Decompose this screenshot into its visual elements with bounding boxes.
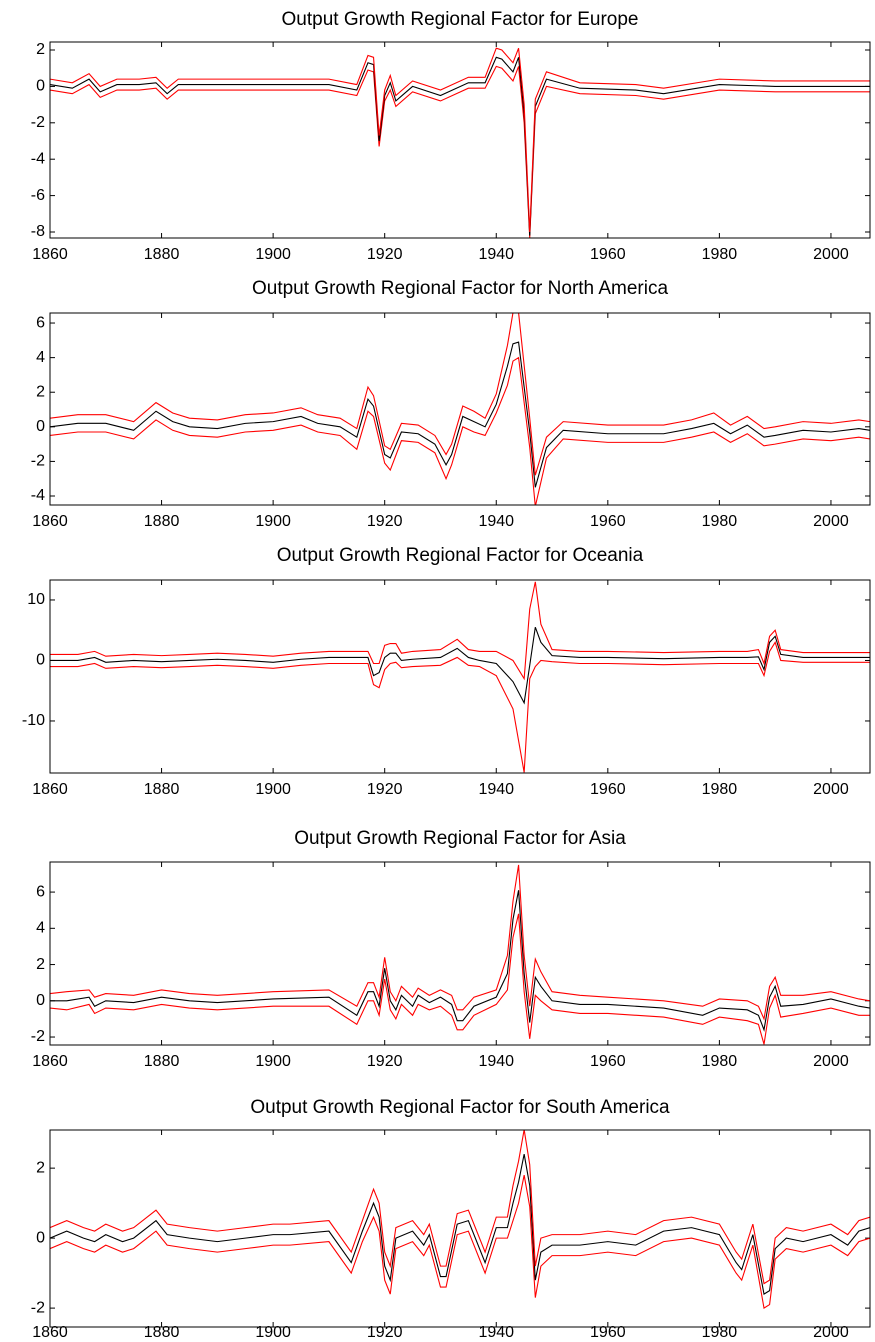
plot-frame xyxy=(49,41,871,239)
series-line xyxy=(50,864,870,1021)
x-tick-label: 1880 xyxy=(144,1053,180,1070)
x-tick-label: 1880 xyxy=(144,246,180,263)
series-line xyxy=(50,626,870,705)
series-line xyxy=(50,341,870,488)
x-tick-label: 1860 xyxy=(32,781,68,798)
series-line xyxy=(50,640,870,773)
series-line xyxy=(50,890,870,1032)
x-tick-label: 1880 xyxy=(144,1324,180,1341)
x-tick-label: 1900 xyxy=(255,781,291,798)
x-tick-label: 2000 xyxy=(813,513,849,530)
series-line xyxy=(50,1130,870,1285)
y-tick-label: -2 xyxy=(31,1028,45,1045)
y-tick-label: 0 xyxy=(36,78,45,95)
x-tick-label: 1960 xyxy=(590,781,626,798)
y-tick-label: 2 xyxy=(36,383,45,400)
y-tick-label: -8 xyxy=(31,223,45,240)
panel-title: Output Growth Regional Factor for Asia xyxy=(294,828,626,849)
y-tick-label: 4 xyxy=(36,920,45,937)
x-tick-label: 1940 xyxy=(478,1053,514,1070)
y-tick-label: 0 xyxy=(36,1229,45,1246)
x-tick-label: 1940 xyxy=(478,781,514,798)
x-tick-label: 1860 xyxy=(32,246,68,263)
y-tick-label: 6 xyxy=(36,314,45,331)
plot-frame xyxy=(49,861,871,1046)
x-tick-label: 1860 xyxy=(32,1053,68,1070)
panel: Output Growth Regional Factor for North … xyxy=(31,278,871,530)
y-tick-label: 0 xyxy=(36,992,45,1009)
y-tick-label: -6 xyxy=(31,187,45,204)
series-line xyxy=(50,356,870,505)
series-line xyxy=(50,913,870,1045)
y-tick-label: 2 xyxy=(36,1159,45,1176)
y-tick-label: -2 xyxy=(31,453,45,470)
x-tick-label: 1980 xyxy=(702,513,738,530)
y-tick-label: 2 xyxy=(36,41,45,58)
y-tick-label: 10 xyxy=(27,591,45,608)
x-tick-label: 1860 xyxy=(32,513,68,530)
y-tick-label: -10 xyxy=(22,712,45,729)
panel-title: Output Growth Regional Factor for South … xyxy=(250,1097,670,1118)
x-tick-label: 1960 xyxy=(590,1053,626,1070)
panel: Output Growth Regional Factor for South … xyxy=(31,1097,871,1341)
series-line xyxy=(50,1154,870,1296)
series-line xyxy=(50,313,870,476)
plot-frame xyxy=(49,312,871,506)
series-line xyxy=(50,47,870,233)
x-tick-label: 1920 xyxy=(367,1324,403,1341)
x-tick-label: 1900 xyxy=(255,513,291,530)
x-tick-label: 1940 xyxy=(478,513,514,530)
x-tick-label: 1900 xyxy=(255,1053,291,1070)
y-tick-label: -2 xyxy=(31,1299,45,1316)
x-tick-label: 2000 xyxy=(813,781,849,798)
series-line xyxy=(50,1175,870,1309)
series-line xyxy=(50,65,870,238)
x-tick-label: 1980 xyxy=(702,1324,738,1341)
x-tick-label: 1980 xyxy=(702,1053,738,1070)
x-tick-label: 1860 xyxy=(32,1324,68,1341)
y-tick-label: 2 xyxy=(36,956,45,973)
x-tick-label: 1960 xyxy=(590,513,626,530)
x-tick-label: 2000 xyxy=(813,246,849,263)
x-tick-label: 1920 xyxy=(367,513,403,530)
y-tick-label: -4 xyxy=(31,150,45,167)
x-tick-label: 1900 xyxy=(255,246,291,263)
panel-title: Output Growth Regional Factor for North … xyxy=(252,278,668,299)
x-tick-label: 1920 xyxy=(367,781,403,798)
y-tick-label: 0 xyxy=(36,418,45,435)
panel-title: Output Growth Regional Factor for Europe xyxy=(282,9,639,30)
x-tick-label: 1980 xyxy=(702,781,738,798)
x-tick-label: 1880 xyxy=(144,781,180,798)
x-tick-label: 1920 xyxy=(367,1053,403,1070)
x-tick-label: 1940 xyxy=(478,246,514,263)
x-tick-label: 1920 xyxy=(367,246,403,263)
plot-frame xyxy=(49,579,871,774)
series-line xyxy=(50,56,870,236)
panel: Output Growth Regional Factor for Europe… xyxy=(31,9,871,263)
panel-title: Output Growth Regional Factor for Oceani… xyxy=(277,545,644,566)
y-tick-label: 6 xyxy=(36,883,45,900)
x-tick-label: 1960 xyxy=(590,1324,626,1341)
x-tick-label: 2000 xyxy=(813,1053,849,1070)
y-tick-label: 0 xyxy=(36,652,45,669)
panel: Output Growth Regional Factor for Oceani… xyxy=(22,545,871,798)
y-tick-label: -4 xyxy=(31,487,45,504)
x-tick-label: 1900 xyxy=(255,1324,291,1341)
plot-frame xyxy=(49,1129,871,1328)
x-tick-label: 1980 xyxy=(702,246,738,263)
series-line xyxy=(50,581,870,681)
x-tick-label: 1940 xyxy=(478,1324,514,1341)
y-tick-label: 4 xyxy=(36,349,45,366)
panel: Output Growth Regional Factor for Asia -2… xyxy=(31,828,871,1070)
x-tick-label: 1960 xyxy=(590,246,626,263)
x-tick-label: 2000 xyxy=(813,1324,849,1341)
x-tick-label: 1880 xyxy=(144,513,180,530)
y-tick-label: -2 xyxy=(31,114,45,131)
